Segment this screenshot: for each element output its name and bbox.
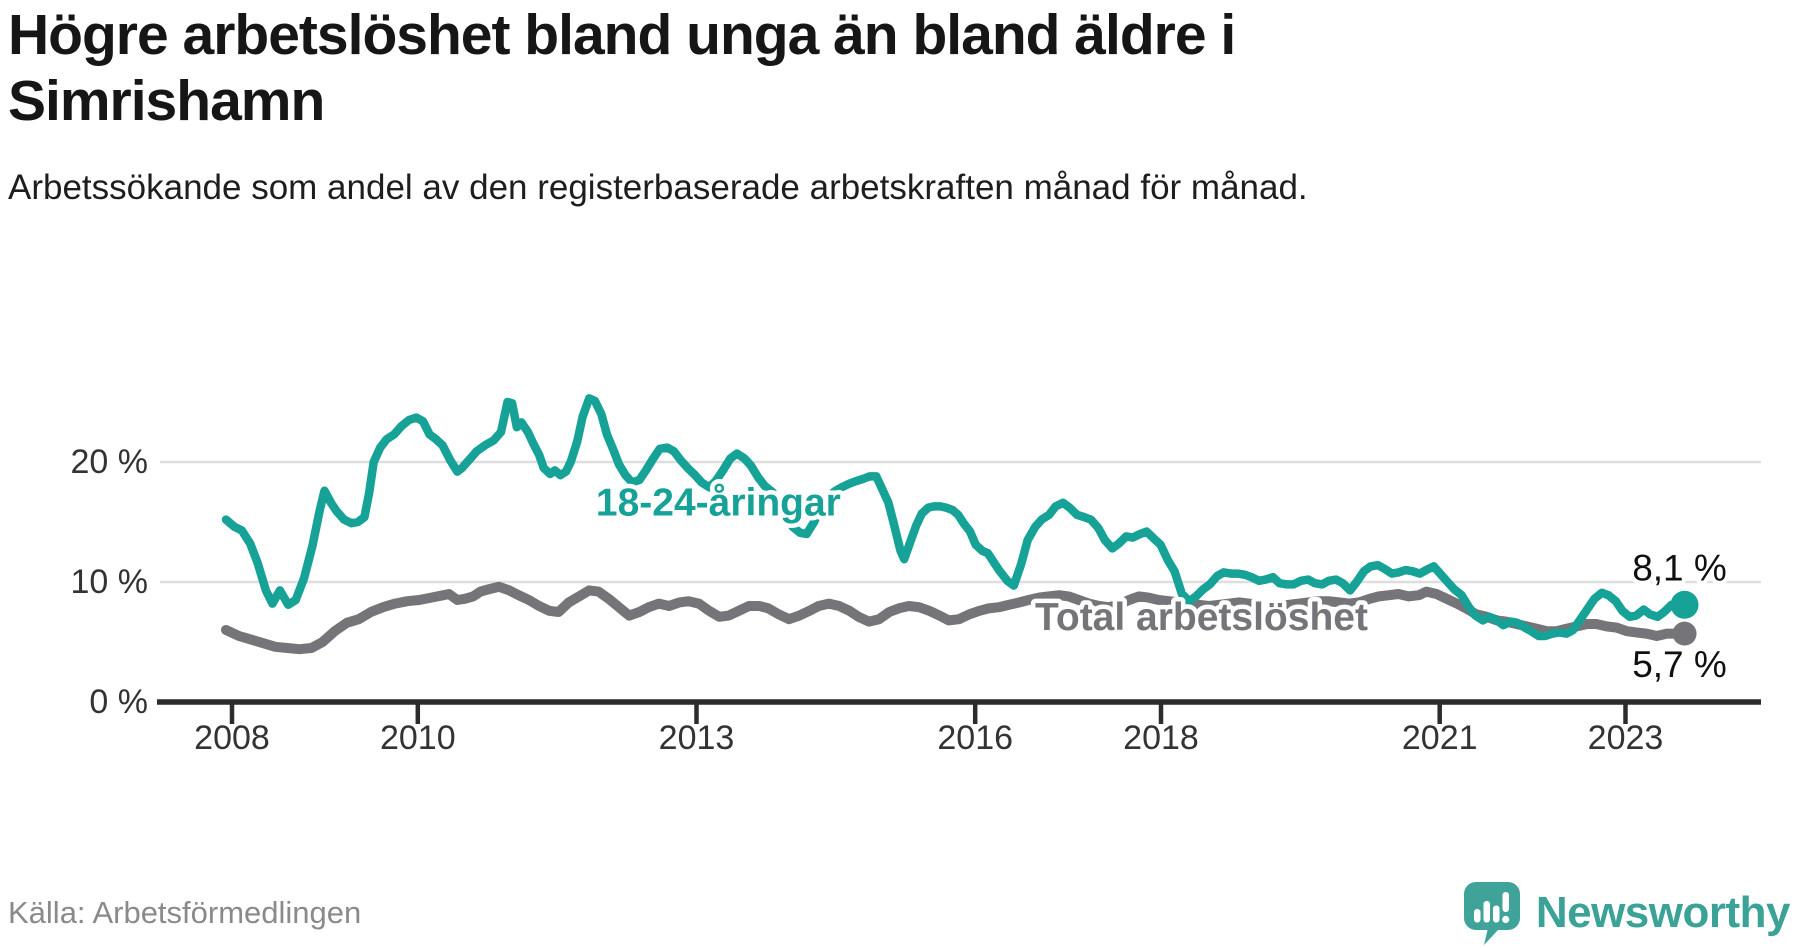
series-label: Total arbetslöshet xyxy=(1035,596,1368,639)
logo-bar-1 xyxy=(1473,909,1481,923)
source-note: Källa: Arbetsförmedlingen xyxy=(8,895,362,930)
logo-bar-3 xyxy=(1492,905,1500,923)
y-tick-label: 10 % xyxy=(71,563,149,601)
page-subtitle: Arbetssökande som andel av den registerb… xyxy=(8,168,1308,207)
x-tick-label: 2023 xyxy=(1588,719,1664,757)
newsworthy-wordmark: Newsworthy xyxy=(1535,888,1791,937)
newsworthy-logo-icon xyxy=(1463,882,1520,945)
end-value-label-total: 5,7 % xyxy=(1632,644,1727,685)
series-label: 18-24-åringar xyxy=(596,481,841,524)
series-line-young xyxy=(221,394,1689,641)
end-dot-total xyxy=(1672,621,1697,646)
y-tick-label: 20 % xyxy=(71,443,149,481)
logo-exclamation-bar xyxy=(1502,892,1509,912)
series-line-total xyxy=(221,581,1690,655)
x-tick-label: 2013 xyxy=(659,719,735,757)
x-tick-label: 2021 xyxy=(1402,719,1478,757)
newsworthy-brand-link[interactable]: Newsworthy xyxy=(1460,880,1791,946)
end-dot-young xyxy=(1670,590,1699,619)
x-tick-label: 2010 xyxy=(380,719,456,757)
page-title: Högre arbetslöshet bland unga än bland ä… xyxy=(8,3,1236,134)
y-tick-label: 0 % xyxy=(89,683,148,721)
x-tick-label: 2008 xyxy=(194,719,270,757)
x-tick-label: 2018 xyxy=(1123,719,1199,757)
logo-exclamation-dot xyxy=(1501,915,1510,924)
logo-speech-bubble xyxy=(1463,882,1520,945)
end-value-label-young: 8,1 % xyxy=(1632,547,1727,588)
x-tick-label: 2016 xyxy=(937,719,1013,757)
logo-bar-2 xyxy=(1483,901,1490,923)
